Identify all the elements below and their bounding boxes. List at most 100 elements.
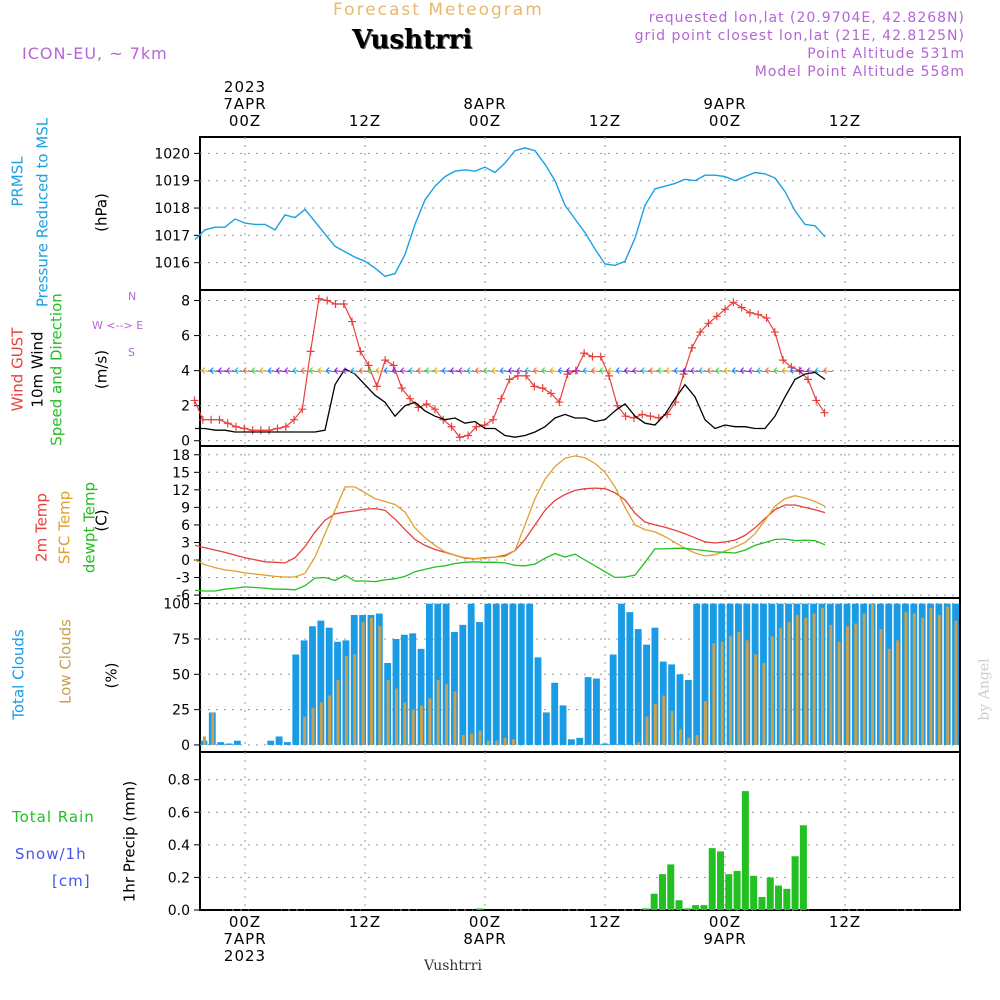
low-cloud-bar bbox=[904, 612, 908, 745]
gust-marker bbox=[256, 426, 265, 435]
gust-marker bbox=[232, 422, 240, 431]
total-cloud-bar bbox=[626, 612, 634, 745]
rain-bar bbox=[725, 874, 733, 910]
time-label-line: 00Z bbox=[468, 112, 502, 130]
total-cloud-bar bbox=[317, 620, 325, 745]
y-tick-label: 1016 bbox=[154, 256, 190, 272]
wind-direction-arrow bbox=[773, 367, 783, 375]
gust-line bbox=[194, 298, 826, 438]
gust-marker bbox=[455, 433, 464, 442]
total-cloud-bar bbox=[309, 626, 316, 745]
time-label-line: 7APR bbox=[223, 930, 267, 948]
wind-direction-arrow bbox=[342, 367, 352, 375]
gust-marker bbox=[215, 415, 224, 424]
y-tick-label: 6 bbox=[181, 518, 190, 534]
time-label: 2023 7APR 00Z bbox=[205, 79, 285, 130]
gust-marker bbox=[381, 356, 390, 365]
rain-bar bbox=[791, 856, 799, 910]
y-tick-label: 2 bbox=[181, 399, 190, 415]
time-label-line: 8APR bbox=[463, 930, 507, 948]
panel-frame bbox=[199, 289, 961, 447]
panel-frame bbox=[199, 445, 961, 599]
panel-frame bbox=[199, 136, 961, 291]
y-tick-label: 1019 bbox=[154, 174, 190, 190]
time-label: 12Z bbox=[325, 914, 405, 965]
time-label: 12Z bbox=[325, 79, 405, 130]
wind-direction-arrow bbox=[475, 367, 485, 375]
total-cloud-bar bbox=[684, 679, 692, 745]
time-label-line: 00Z bbox=[708, 112, 742, 130]
time-label-line: 12Z bbox=[828, 913, 862, 931]
gust-marker bbox=[389, 361, 398, 370]
gust-marker bbox=[770, 328, 779, 337]
wind-direction-arrow bbox=[441, 367, 452, 375]
total-cloud-bar bbox=[284, 742, 291, 745]
y-tick-label: 0 bbox=[181, 738, 190, 754]
gust-marker bbox=[762, 314, 771, 323]
low-cloud-bar bbox=[361, 622, 365, 745]
low-cloud-bar bbox=[862, 613, 866, 745]
dewpt-line bbox=[194, 538, 826, 592]
gust-marker bbox=[406, 394, 415, 403]
low-cloud-bar bbox=[453, 691, 457, 745]
time-label-line: 00Z bbox=[468, 913, 502, 931]
y-tick-label: 3 bbox=[181, 535, 190, 551]
total-cloud-bar bbox=[643, 644, 650, 745]
low-cloud-bar bbox=[495, 740, 499, 745]
total-cloud-bar bbox=[618, 603, 625, 745]
low-cloud-bar bbox=[795, 614, 799, 745]
gust-marker bbox=[704, 319, 713, 328]
low-cloud-bar bbox=[737, 631, 741, 745]
wind-direction-arrow bbox=[731, 367, 742, 375]
wind-direction-arrow bbox=[292, 367, 303, 375]
rain-bar bbox=[783, 888, 791, 910]
model-altitude: Model Point Altitude 558m bbox=[754, 64, 965, 80]
low-cloud-bar bbox=[829, 624, 833, 745]
wind-direction-arrow bbox=[524, 367, 535, 375]
total-cloud-bar bbox=[425, 603, 433, 745]
wind-direction-arrow bbox=[814, 367, 825, 375]
low-cloud-bar bbox=[779, 627, 783, 745]
location-title: Vushtrri bbox=[352, 25, 473, 55]
low-cloud-bar bbox=[395, 688, 398, 745]
gust-marker bbox=[488, 415, 497, 424]
wind-direction-arrow bbox=[383, 367, 394, 375]
gust-marker bbox=[621, 412, 630, 421]
rain-bar bbox=[667, 864, 675, 910]
time-label-line: 9APR bbox=[703, 95, 747, 113]
wind-direction-arrow bbox=[334, 367, 344, 375]
rain-bar bbox=[476, 908, 484, 910]
compass-s: S bbox=[128, 346, 135, 359]
gust-marker bbox=[364, 361, 373, 370]
wind-direction-arrow bbox=[707, 367, 717, 375]
chart-subtitle: Forecast Meteogram bbox=[333, 0, 544, 20]
total-cloud-bar bbox=[459, 624, 467, 745]
wind-direction-arrow bbox=[458, 367, 468, 375]
wind-direction-arrow bbox=[549, 367, 560, 375]
y-tick-label: 15 bbox=[172, 465, 190, 481]
rain-bar bbox=[642, 908, 650, 910]
total-cloud-bar bbox=[584, 677, 592, 745]
total-cloud-bar bbox=[451, 631, 458, 745]
compass-n: N bbox=[128, 290, 137, 303]
time-label-line: 9APR bbox=[703, 930, 747, 948]
low-cloud-bar bbox=[486, 740, 490, 745]
rain-bar bbox=[750, 875, 758, 910]
temp-sfc-line bbox=[194, 455, 826, 578]
wind-direction-arrow bbox=[740, 367, 750, 375]
gust-marker bbox=[505, 375, 514, 384]
total-cloud-bar bbox=[233, 740, 241, 745]
total-cloud-bar bbox=[442, 603, 450, 745]
low-cloud-bar bbox=[704, 701, 707, 745]
y-tick-label: 0.2 bbox=[168, 870, 190, 886]
wind-direction-arrow bbox=[715, 367, 725, 375]
gust-marker bbox=[696, 328, 705, 337]
time-label-line: 12Z bbox=[348, 112, 382, 130]
wind-direction-arrow bbox=[574, 367, 584, 375]
gust-marker bbox=[638, 410, 647, 419]
wind-direction-arrow bbox=[781, 367, 792, 375]
time-label: 9APR 00Z bbox=[685, 79, 765, 130]
gust-marker bbox=[306, 347, 315, 356]
low-cloud-bar bbox=[729, 636, 732, 745]
wind-direction-arrow bbox=[392, 367, 402, 375]
